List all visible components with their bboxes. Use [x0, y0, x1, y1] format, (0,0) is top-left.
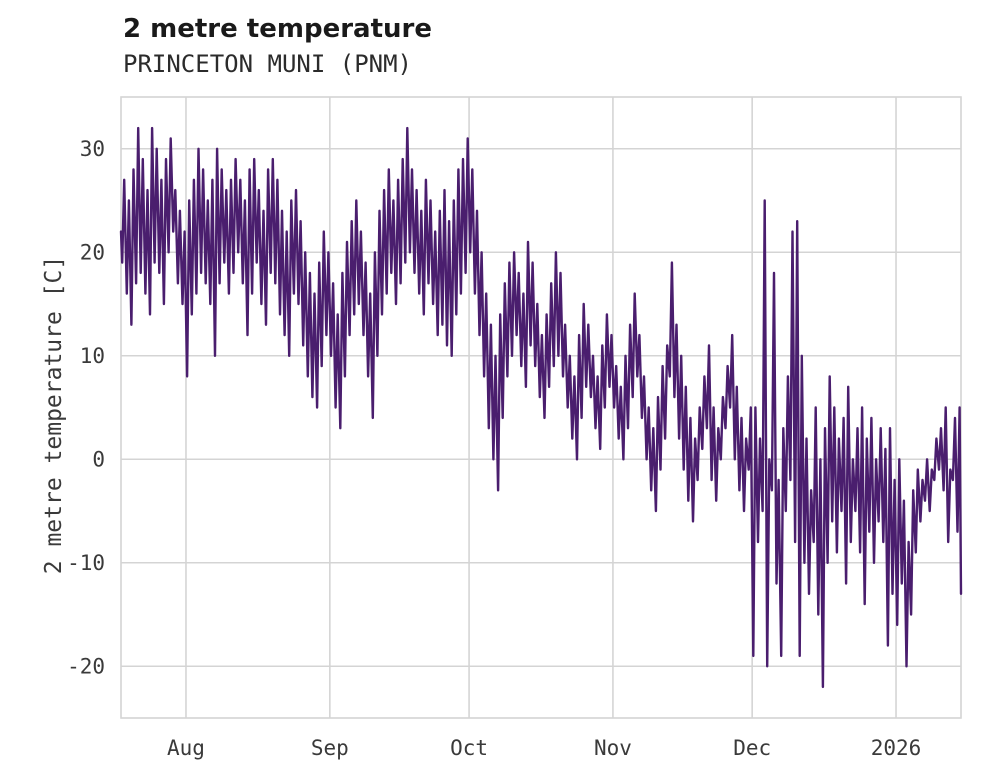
x-tick-label: Nov — [594, 736, 632, 760]
y-tick-label: 20 — [80, 240, 105, 264]
y-tick-label: 10 — [80, 344, 105, 368]
y-tick-label: 30 — [80, 137, 105, 161]
x-tick-label: Dec — [733, 736, 771, 760]
y-tick-label: -20 — [67, 654, 105, 678]
chart-title: 2 metre temperature — [123, 14, 432, 44]
temperature-series-line — [119, 126, 963, 689]
chart-subtitle: PRINCETON MUNI (PNM) — [123, 50, 412, 78]
plot-border — [120, 96, 962, 719]
x-tick-label: 2026 — [871, 736, 922, 760]
x-tick-label: Sep — [311, 736, 349, 760]
y-tick-label: -10 — [67, 551, 105, 575]
x-tick-label: Aug — [167, 736, 205, 760]
y-tick-label: 0 — [92, 447, 105, 471]
x-tick-label: Oct — [450, 736, 488, 760]
y-axis-label: 2 metre temperature [C] — [41, 255, 67, 575]
